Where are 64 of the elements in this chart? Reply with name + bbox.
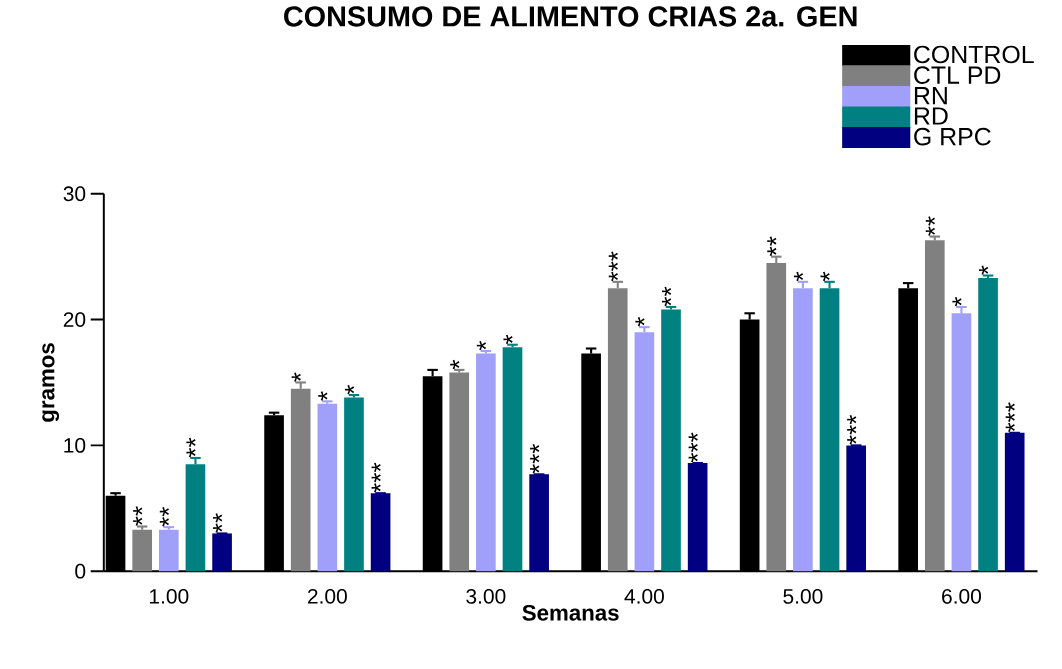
x-tick-label: 6.00 [942,588,981,604]
legend-label: RN [914,86,947,104]
legend-label: RD [914,107,948,125]
bar [687,462,708,572]
data-label: * [503,334,513,344]
bar [1004,432,1025,572]
y-tick-label: 0 [75,563,86,579]
bar [819,287,840,572]
bar [634,332,655,572]
bar [529,474,549,572]
data-label: * [344,384,355,395]
data-label: *** [371,462,381,493]
data-label: * [952,296,962,307]
x-tick-label: 3.00 [466,588,506,604]
bar [502,347,523,572]
y-tick-label: 10 [64,437,86,453]
data-label: * [635,316,645,327]
data-label: ** [925,216,935,236]
data-label: ** [159,506,169,527]
data-label: * [318,391,328,401]
x-tick-label: 2.00 [307,588,347,604]
bar [449,372,470,572]
data-label: * [476,340,487,351]
bar [212,533,232,572]
bar [607,287,628,572]
bar [766,262,787,572]
bar [661,309,681,572]
bar [317,403,338,572]
bar [924,240,945,572]
x-tick-label: 5.00 [783,588,823,604]
legend-label: CTL PD [914,66,1001,84]
x-axis-title: Semanas [522,604,619,621]
y-tick-label: 20 [63,312,86,327]
legend-label: G RPC [914,127,991,146]
bar [132,529,153,572]
x-tick-label: 1.00 [150,588,189,604]
data-label: *** [530,443,540,474]
data-label: ** [662,286,672,307]
data-label: * [793,271,804,281]
data-label: ** [767,236,777,256]
bar [476,353,496,572]
y-axis-title: gramos [42,343,60,422]
bar [793,287,813,572]
bar [370,493,391,572]
data-label: ** [186,437,196,458]
x-tick-label: 4.00 [624,588,664,604]
data-label: *** [688,432,698,463]
data-label: * [450,359,460,370]
data-label: * [979,265,989,275]
data-label: * [820,271,830,281]
legend-label: CONTROL [914,45,1034,64]
bar [290,388,311,572]
y-tick-label: 30 [63,186,86,202]
bar [846,445,866,572]
bar [978,277,998,572]
bar [344,397,364,572]
bar [158,529,179,572]
data-label: ** [133,506,143,526]
data-label: *** [847,414,857,445]
data-label: * [291,372,301,382]
data-label: *** [608,251,618,281]
data-label: ** [213,513,223,533]
chart-title: CONSUMO DE ALIMENTO CRIAS 2a. GEN [284,6,857,27]
data-label: *** [1005,402,1015,432]
